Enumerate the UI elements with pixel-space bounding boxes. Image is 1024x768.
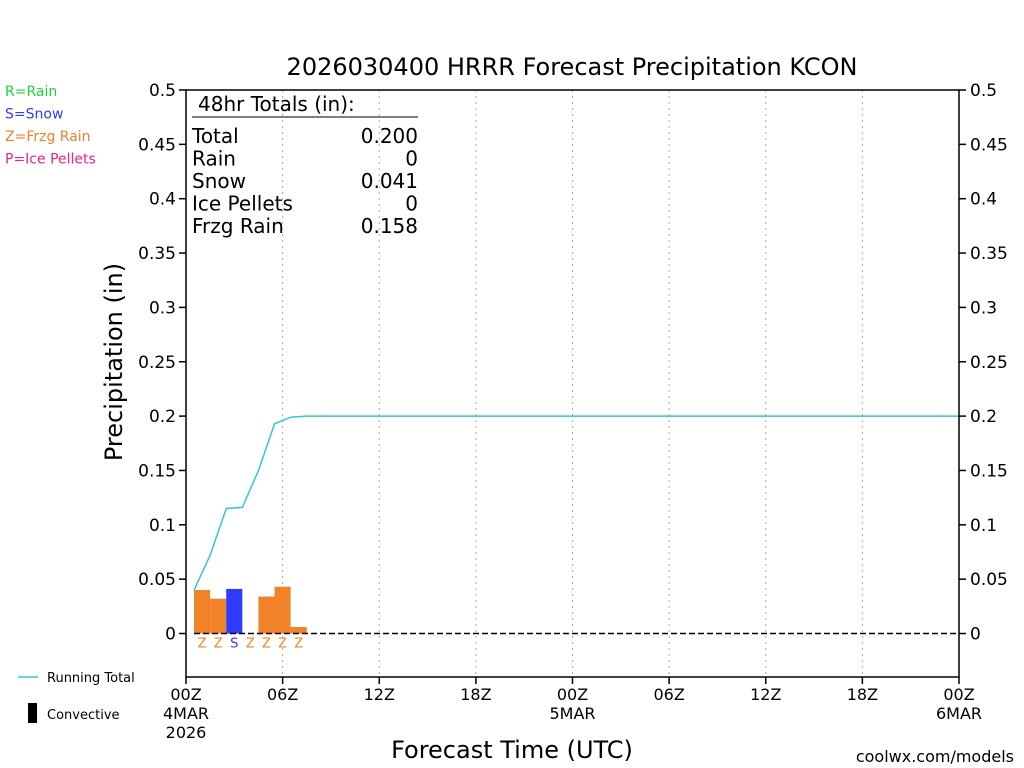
xtick-label-5-0: 06Z [653,685,684,704]
x-axis-label: Forecast Time (UTC) [391,736,633,764]
ytick-label-left-3: 0.15 [138,461,176,481]
ytick-label-right-7: 0.35 [970,244,1008,264]
bar-hour-1 [194,590,211,634]
totals-label-3: Ice Pellets [192,192,293,216]
totals-rows: Total 0.200 Rain 0 Snow 0.041 Ice Pellets 0 Frzg… [191,124,418,238]
xtick-label-0-0: 00Z [170,685,201,704]
running-total-legend-label: Running Total [47,671,135,686]
xtick-label-8-0: 00Z [943,685,974,704]
ytick-label-right-6: 0.3 [970,298,997,318]
ytick-label-right-10: 0.5 [970,81,997,101]
totals-label-2: Snow [192,169,246,193]
bar-hour-7 [290,626,307,634]
xtick-label-3-0: 18Z [460,685,491,704]
precip-bars [194,586,307,634]
bar-hour-2 [210,598,227,634]
ytick-label-left-4: 0.2 [149,407,176,427]
bar-type-label-6: Z [278,637,287,652]
xtick-label-6-0: 12Z [750,685,781,704]
bar-type-label-7: Z [294,637,303,652]
ytick-label-left-0: 0 [165,625,176,645]
totals-value-4: 0.158 [361,214,418,238]
ytick-label-left-8: 0.4 [149,190,176,210]
legend-r: R=Rain [5,84,57,100]
x-gridlines [282,90,863,677]
totals-label-1: Rain [192,147,236,171]
ytick-label-left-5: 0.25 [138,353,176,373]
y-axis-left: 0 0.05 0.1 0.15 0.2 0.25 0.3 0.35 0.4 0.45 0.5 [138,81,186,645]
bar-type-label-2: Z [214,637,223,652]
ytick-label-right-9: 0.45 [970,135,1008,155]
bar-type-label-3: S [230,637,238,652]
bar-hour-3 [226,588,243,634]
bar-hour-6 [274,586,291,634]
bar-type-label-4: Z [246,637,255,652]
ytick-label-left-7: 0.35 [138,244,176,264]
ytick-label-right-2: 0.1 [970,516,997,536]
totals-label-4: Frzg Rain [192,214,284,238]
running-total-line [193,415,959,591]
ytick-label-right-5: 0.25 [970,353,1008,373]
totals-value-1: 0 [405,147,418,171]
ytick-label-left-1: 0.05 [138,570,176,590]
ytick-label-left-2: 0.1 [149,516,176,536]
ytick-label-right-4: 0.2 [970,407,997,427]
bar-type-label-1: Z [198,637,207,652]
bar-hour-5 [258,596,275,634]
ytick-label-left-6: 0.3 [149,298,176,318]
xtick-label-0-1: 4MAR [163,704,209,723]
precip-type-legend: R=Rain S=Snow Z=Frzg Rain P=Ice Pellets [5,84,96,168]
xtick-label-8-1: 6MAR [936,704,982,723]
totals-box: 48hr Totals (in): Total 0.200 Rain 0 Snow 0.0… [191,92,418,238]
ytick-label-right-3: 0.15 [970,461,1008,481]
chart-title: 2026030400 HRRR Forecast Precipitation K… [287,53,858,81]
ytick-label-left-10: 0.5 [149,81,176,101]
totals-value-3: 0 [405,192,418,216]
totals-value-0: 0.200 [361,124,418,148]
credit-text: coolwx.com/models [856,747,1014,766]
line-legend: Running Total Convective [18,671,135,723]
xtick-label-2-0: 12Z [364,685,395,704]
ytick-label-right-1: 0.05 [970,570,1008,590]
ytick-label-right-0: 0 [970,625,981,645]
legend-p: P=Ice Pellets [5,152,96,168]
y-axis-right: 0 0.05 0.1 0.15 0.2 0.25 0.3 0.35 0.4 0.45 0.5 [959,81,1008,645]
totals-label-0: Total [191,124,239,148]
legend-z: Z=Frzg Rain [5,129,91,145]
ytick-label-right-8: 0.4 [970,190,997,210]
xtick-label-1-0: 06Z [267,685,298,704]
bar-type-label-5: Z [262,637,271,652]
convective-legend-label: Convective [47,708,120,723]
xtick-label-7-0: 18Z [847,685,878,704]
legend-s: S=Snow [5,107,63,123]
y-axis-label: Precipitation (in) [100,263,128,461]
convective-swatch [28,703,37,723]
xtick-label-0-2: 2026 [166,723,207,742]
ytick-label-left-9: 0.45 [138,135,176,155]
totals-value-2: 0.041 [361,169,418,193]
xtick-label-4-1: 5MAR [549,704,595,723]
xtick-label-4-0: 00Z [557,685,588,704]
totals-heading: 48hr Totals (in): [198,92,355,116]
